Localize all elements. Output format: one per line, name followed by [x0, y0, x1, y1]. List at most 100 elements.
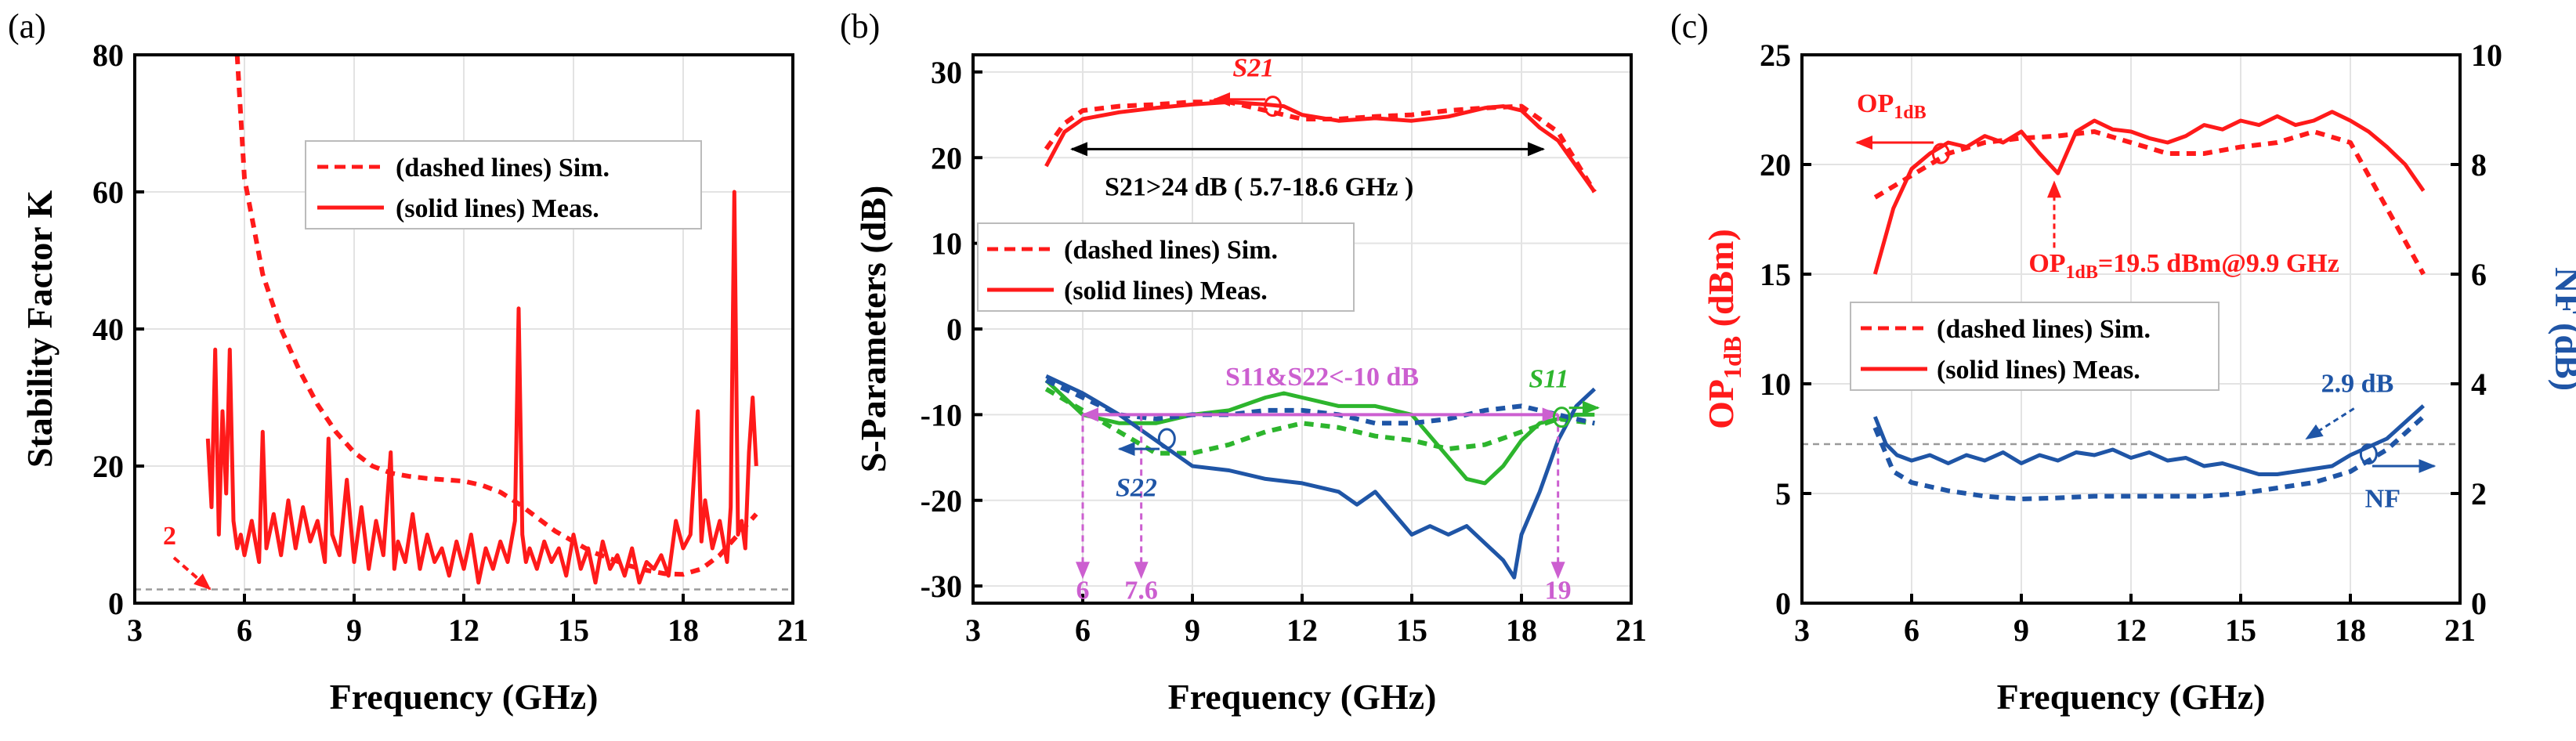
y-tick-label: 10 [1760, 367, 1791, 402]
x-tick-label: 18 [668, 613, 699, 648]
annot-s21: S21 [1232, 53, 1274, 82]
y-tick-label-right: 2 [2471, 476, 2487, 511]
legend-a-meas: (solid lines) Meas. [396, 194, 599, 223]
annot-s21-marker [1264, 96, 1283, 117]
x-tick-label: 21 [777, 613, 809, 648]
panel-c-legend: (dashed lines) Sim. (solid lines) Meas. [1850, 302, 2220, 391]
legend-b-meas: (solid lines) Meas. [1064, 277, 1268, 305]
x-tick-label: 9 [2013, 613, 2029, 648]
y-tick-label: -30 [921, 569, 962, 604]
legend-c-sim: (dashed lines) Sim. [1937, 315, 2151, 344]
series-s11-sim [1044, 387, 1595, 456]
series-s22-sim [1045, 378, 1595, 426]
series-s21-meas [1044, 99, 1597, 193]
legend-a-sim: (dashed lines) Sim. [396, 154, 610, 183]
y-tick-label: 15 [1760, 257, 1791, 292]
series-s22-meas [1045, 374, 1597, 580]
y-tick-label: -10 [921, 397, 962, 432]
y-tick-label: 20 [1760, 147, 1791, 183]
annot-nf-ref: 2.9 dB [2321, 370, 2394, 399]
annot-s11: S11 [1529, 364, 1568, 393]
y-tick-label-right: 6 [2471, 257, 2487, 292]
x-tick-label: 15 [558, 613, 589, 648]
y-tick-label: 0 [946, 312, 962, 347]
x-tick-label: 9 [1185, 613, 1200, 648]
panel-b-xlabel: Frequency (GHz) [1168, 677, 1437, 717]
panel-b-annotations: S21 S21>24 dB ( 5.7-18.6 GHz ) S11&S22<-10… [1070, 53, 1600, 605]
x-tick-label: 3 [127, 613, 143, 648]
annot-op1db: OP1dB [1857, 89, 1927, 123]
annot-s11-marker [1552, 407, 1571, 428]
y-tick-label: 25 [1760, 38, 1791, 73]
y-tick-label-right: 10 [2471, 38, 2502, 73]
series-nf-meas [1872, 404, 2425, 476]
series-s11-meas [1044, 378, 1595, 486]
annot-s21-range: S21>24 dB ( 5.7-18.6 GHz ) [1105, 172, 1413, 201]
panel-a-ticks: 3 6 9 12 15 18 21 0 20 40 60 80 [92, 38, 809, 648]
panel-c-series [1802, 110, 2460, 501]
annot-nf-marker [2359, 443, 2378, 465]
panel-a-label: (a) [8, 7, 46, 45]
panel-c-label: (c) [1670, 7, 1709, 45]
legend-c-meas: (solid lines) Meas. [1937, 356, 2140, 385]
y-tick-label: 20 [92, 449, 124, 484]
x-tick-label: 12 [2115, 613, 2147, 648]
x-tick-label: 15 [1396, 613, 1427, 648]
panel-a-ylabel: Stability Factor K [20, 190, 60, 468]
y-tick-label: 60 [92, 175, 124, 210]
panel-b-ylabel: S-Parameters (dB) [853, 186, 893, 473]
series-sim [234, 54, 758, 577]
panel-c-xlabel: Frequency (GHz) [1997, 677, 2266, 717]
y-tick-label: 30 [931, 55, 962, 90]
panel-c-ylabel-right: NF (dB) [2548, 267, 2576, 391]
panel-c-annotations: OP1dB OP1dB=19.5 dBm@9.9 GHz 2.9 dB NF [1855, 89, 2437, 514]
series-op1db-meas [1872, 110, 2426, 275]
x-tick-label: 9 [346, 613, 362, 648]
annot-freq-marker-label: 6 [1076, 577, 1090, 605]
panel-a-xlabel: Frequency (GHz) [330, 677, 599, 717]
panel-b-ticks: 3 6 9 12 15 18 21 -30 -20 -10 0 10 20 30 [921, 55, 1647, 648]
annot-op1db-point: OP1dB=19.5 dBm@9.9 GHz [2028, 249, 2339, 283]
annot-nf: NF [2365, 485, 2401, 514]
panel-c-ylabel-left: OP1dB (dBm) [1701, 229, 1746, 429]
panel-b-grid [972, 55, 1632, 603]
panel-a-legend-box [305, 140, 702, 230]
x-tick-label: 6 [1075, 613, 1091, 648]
annot-nf-ref-arrow [2305, 407, 2355, 440]
annot-s11s22: S11&S22<-10 dB [1225, 363, 1419, 392]
y-tick-label: 80 [92, 38, 124, 73]
panel-a: (a) 3 6 9 12 15 18 21 0 20 40 60 80 Frequency (GHz)… [8, 7, 809, 717]
x-tick-label: 15 [2225, 613, 2256, 648]
y-tick-label: 0 [108, 586, 124, 621]
x-tick-label: 21 [1615, 613, 1647, 648]
y-tick-label: 10 [931, 226, 962, 262]
y-tick-label: 0 [1775, 586, 1791, 621]
series-nf-sim [1872, 414, 2426, 501]
y-tick-label: 5 [1775, 476, 1791, 511]
y-tick-label: -20 [921, 483, 962, 519]
panel-b-label: (b) [840, 7, 880, 45]
panel-c-legend-box [1850, 302, 2220, 391]
panel-a-series [135, 54, 793, 591]
x-tick-label: 21 [2444, 613, 2476, 648]
series-meas [205, 190, 758, 585]
x-tick-label: 12 [1286, 613, 1318, 648]
panel-a-legend: (dashed lines) Sim. (solid lines) Meas. [305, 140, 702, 230]
x-tick-label: 12 [448, 613, 479, 648]
x-tick-label: 3 [1794, 613, 1810, 648]
panel-b-legend: (dashed lines) Sim. (solid lines) Meas. [977, 222, 1355, 312]
annot-freq-marker-label: 19 [1545, 577, 1572, 605]
y-tick-label-right: 8 [2471, 147, 2487, 183]
x-tick-label: 6 [237, 613, 252, 648]
panel-a-ref-arrow [172, 556, 212, 591]
annot-freq-marker-label: 7.6 [1124, 577, 1158, 605]
panel-a-ref-label: 2 [163, 522, 176, 551]
y-tick-label-right: 0 [2471, 586, 2487, 621]
x-tick-label: 18 [1506, 613, 1537, 648]
panel-b-legend-box [977, 222, 1355, 312]
panel-b: (b) 3 6 9 12 15 18 21 -30 -20 -10 0 10 20 30 Frequenc… [840, 7, 1647, 717]
y-tick-label: 40 [92, 312, 124, 347]
annot-s22: S22 [1116, 473, 1157, 502]
x-tick-label: 18 [2335, 613, 2366, 648]
